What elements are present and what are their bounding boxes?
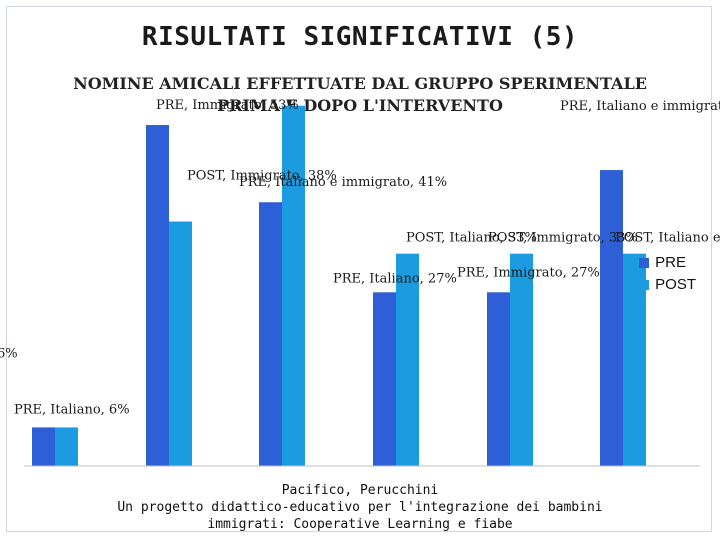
bar-pre-1: [146, 125, 169, 467]
footer-project-line2: immigrati: Cooperative Learning e fiabe: [207, 517, 513, 532]
legend-item-post: POST: [639, 274, 696, 296]
data-label-pre-3: PRE, Italiano, 27%: [333, 271, 457, 286]
data-label-pre-2: PRE, Italiano e immigrato, 41%: [239, 175, 447, 190]
bar-post-2: [282, 105, 305, 466]
slide-frame: [6, 6, 712, 532]
legend-label-post: POST: [655, 276, 696, 293]
bar-pre-3: [373, 292, 396, 466]
bar-post-4: [510, 253, 533, 466]
data-label-pre-1: PRE, Immigrato, 53%: [156, 98, 299, 113]
bar-pre-4: [487, 292, 510, 466]
chart-subtitle-line1: NOMINE AMICALI EFFETTUATE DAL GRUPPO SPE…: [73, 74, 647, 93]
bar-post-5: [623, 253, 646, 466]
bar-pre-2: [259, 202, 282, 466]
bar-post-0: [55, 427, 78, 466]
data-label-pre-4: PRE, Immigrato, 27%: [457, 265, 600, 280]
bar-post-1: [169, 221, 192, 466]
legend-item-pre: PRE: [639, 252, 696, 274]
footer-authors: Pacifico, Perucchini: [281, 483, 439, 498]
legend-label-pre: PRE: [655, 254, 686, 271]
footer-project-line1: Un progetto didattico-educativo per l'in…: [117, 500, 603, 515]
bar-pre-5: [600, 170, 623, 467]
data-label-post-5: POST, Italiano e immigrato, 33%: [615, 231, 720, 246]
chart-legend: PRE POST: [639, 252, 696, 296]
data-label-post-4: POST, Immigrato, 33%: [488, 231, 638, 246]
bar-post-3: [396, 253, 419, 466]
data-label-post-1: POST, Immigrato, 38%: [187, 169, 337, 184]
legend-swatch-post: [639, 280, 650, 290]
bar-pre-0: [32, 427, 55, 466]
data-label-post-0: POST, Italiano, 6%: [0, 346, 18, 361]
data-label-pre-0: PRE, Italiano, 6%: [14, 402, 130, 417]
data-label-post-3: POST, Italiano, 33%: [406, 231, 537, 246]
legend-swatch-pre: [639, 258, 650, 268]
slide-title: RISULTATI SIGNIFICATIVI (5): [141, 22, 579, 52]
data-label-pre-5: PRE, Italiano e immigrato, 46%: [560, 99, 720, 114]
